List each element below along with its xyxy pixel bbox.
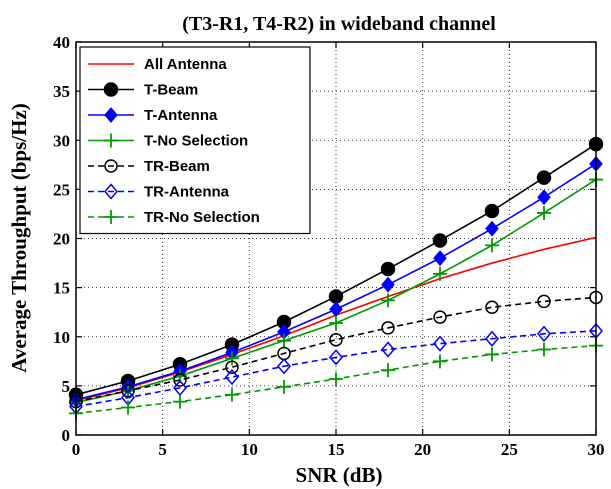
x-axis-label: SNR (dB): [296, 463, 383, 487]
data-point: [225, 387, 239, 402]
legend-label: TR-Antenna: [144, 184, 230, 201]
data-point: [433, 354, 447, 369]
data-point: [537, 325, 551, 342]
series-line: [75, 296, 597, 403]
data-point: [225, 368, 239, 386]
data-point: [225, 360, 239, 374]
data-point: [433, 266, 447, 281]
legend-label: All Antenna: [144, 56, 227, 73]
data-point: [121, 384, 135, 398]
data-point: [173, 394, 187, 409]
plot-frame: [75, 41, 597, 436]
data-point: [104, 133, 118, 148]
y-tick-label: 35: [53, 82, 70, 101]
y-axis-label: Average Throughput (bps/Hz): [7, 103, 31, 373]
legend-item: T-Beam: [88, 82, 198, 99]
data-point: [381, 321, 395, 335]
chart-title: (T3-R1, T4-R2) in wideband channel: [182, 13, 496, 35]
x-tick-label: 10: [241, 440, 258, 459]
series-t-no-selection: [69, 172, 603, 410]
legend-item: TR-Beam: [88, 158, 210, 175]
data-point: [103, 82, 119, 97]
data-point: [104, 159, 118, 173]
data-point: [104, 210, 118, 224]
y-tick-label: 15: [53, 279, 70, 298]
data-point: [537, 205, 551, 220]
data-point: [433, 310, 447, 324]
x-tick-label: 15: [328, 440, 345, 459]
data-point: [104, 107, 118, 123]
y-tick-label: 20: [53, 230, 70, 249]
plot-area: 0 5 10 15 20 25 30 0 5 10 15 20 25 30 35 40 All Antenna T…: [53, 33, 605, 459]
data-point: [537, 189, 551, 206]
legend-item: T-Antenna: [88, 107, 218, 124]
data-point: [537, 342, 551, 357]
data-point: [433, 335, 447, 352]
x-tick-label: 0: [72, 440, 81, 459]
data-point: [432, 233, 448, 248]
data-point: [380, 261, 396, 277]
data-point: [485, 330, 499, 347]
legend-item: TR-Antenna: [88, 183, 230, 201]
data-point: [381, 341, 395, 358]
data-point: [173, 373, 187, 387]
data-point: [537, 294, 551, 309]
legend-item: T-No Selection: [88, 133, 248, 150]
y-tick-label: 40: [53, 33, 70, 52]
data-point: [329, 315, 343, 330]
data-point: [329, 332, 343, 347]
legend-label: T-Beam: [144, 82, 198, 99]
series-line: [75, 330, 597, 408]
legend-label: TR-Beam: [144, 158, 210, 175]
data-point: [536, 170, 552, 185]
y-tick-label: 0: [62, 426, 71, 445]
data-point: [121, 400, 135, 415]
data-point: [225, 351, 239, 366]
series-tr-no-selection: [69, 338, 603, 421]
data-point: [485, 238, 499, 253]
data-point: [485, 220, 499, 237]
data-point: [329, 371, 343, 386]
y-tick-label: 30: [53, 131, 70, 150]
y-tick-label: 10: [53, 328, 70, 347]
x-tick-label: 20: [414, 440, 431, 459]
x-tick-label: 5: [158, 440, 167, 459]
legend-label: T-Antenna: [144, 107, 218, 124]
data-point: [277, 379, 291, 394]
legend-label: T-No Selection: [144, 133, 248, 150]
data-point: [277, 333, 291, 348]
x-tick-label: 25: [501, 440, 518, 459]
legend-item: TR-No Selection: [88, 209, 260, 226]
legend: All Antenna T-Beam T-Antenna T-No Selection…: [79, 46, 311, 235]
legend-label: TR-No Selection: [144, 209, 260, 226]
data-point: [484, 203, 500, 219]
data-point: [277, 358, 291, 375]
data-point: [381, 276, 395, 293]
data-point: [104, 183, 118, 200]
y-tick-label: 25: [53, 180, 70, 199]
data-point: [485, 300, 499, 315]
data-point: [328, 289, 344, 304]
data-point: [381, 363, 395, 378]
data-point: [433, 250, 447, 267]
y-tick-label: 5: [62, 377, 71, 396]
legend-item: All Antenna: [88, 56, 227, 73]
data-point: [485, 347, 499, 362]
data-point: [329, 349, 343, 366]
data-point: [381, 293, 395, 308]
x-tick-label: 30: [588, 440, 605, 459]
